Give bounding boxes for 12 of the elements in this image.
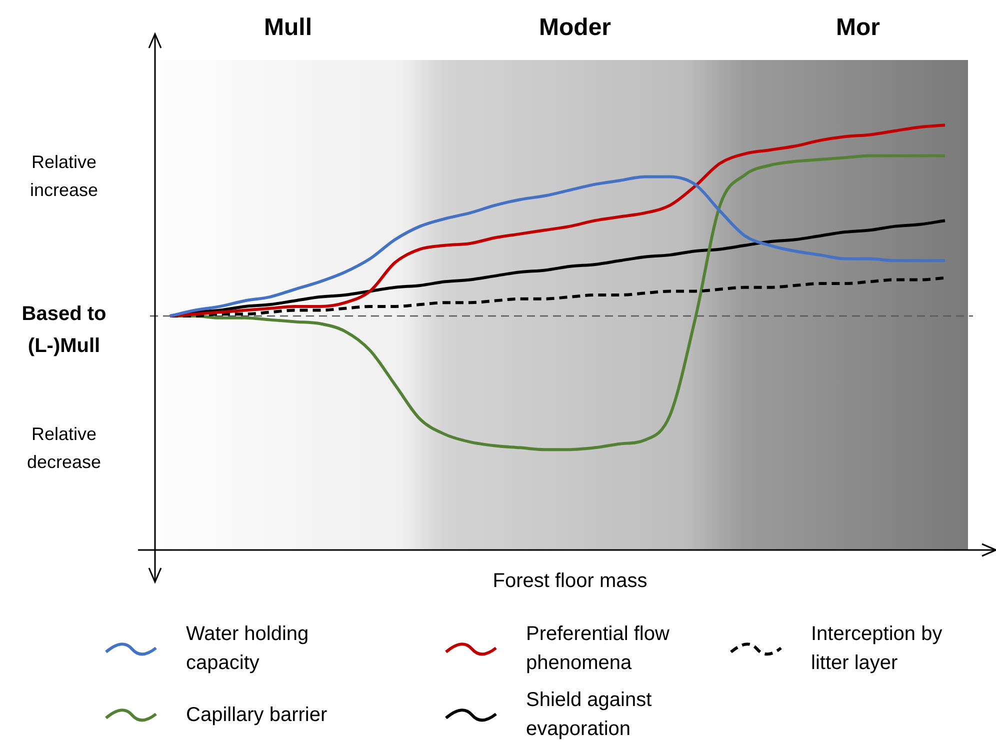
legend-label: Interception by litter layer [811,622,944,676]
text: Relative increase [28,151,100,202]
text: Mull [263,14,313,42]
text: Based to (L-)Mull [20,302,108,359]
text: Relative decrease [26,423,102,474]
legend-label: Preferential flow phenomena [526,622,670,676]
text: Moder [538,14,612,42]
text: Forest floor mass [492,570,648,593]
legend-label: Shield against evaporation [526,688,653,742]
legend-label: Water holding capacity [186,622,310,676]
text: Mor [835,14,881,42]
legend-label: Capillary barrier [186,702,328,728]
